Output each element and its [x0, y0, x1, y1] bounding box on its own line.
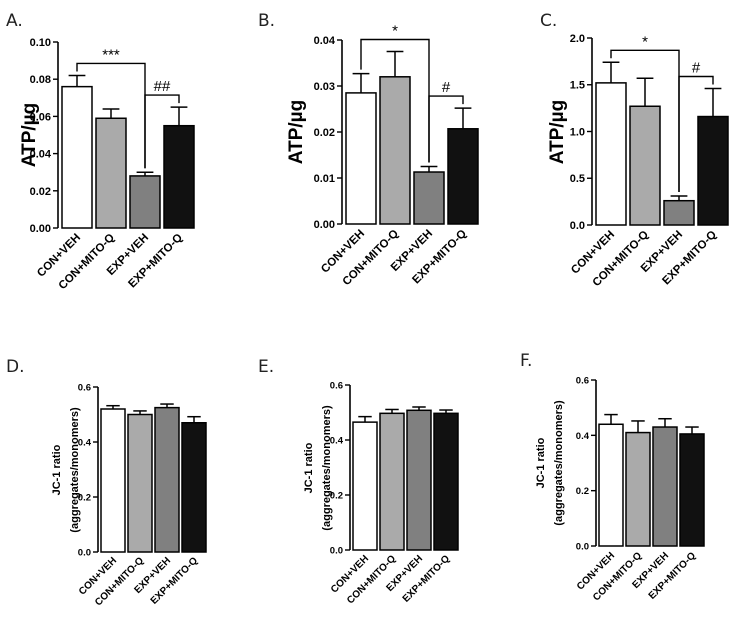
y-tick-label: 0.2 [330, 490, 343, 501]
bar-exp-veh [406, 409, 432, 551]
significance-marker: # [692, 59, 701, 76]
chart-panel-e: E. JC-1 ratio (aggregates/monomers) 0.0 0.2 0… [258, 357, 459, 606]
panel-label: D. [6, 357, 25, 377]
y-tick-label: 0.0 [576, 541, 589, 552]
y-axis-label: ATP/µg [19, 103, 40, 167]
y-tick-label: 0.04 [30, 149, 52, 161]
bar-con-mito-q [379, 76, 411, 225]
y-tick-label: 0.6 [330, 380, 343, 391]
y-axis-label-secondary: (aggregates/monomers) [321, 405, 333, 531]
y-tick-label: 0.0 [78, 547, 91, 558]
y-tick-label: 0.06 [30, 111, 51, 123]
y-axis-label-secondary: (aggregates/monomers) [553, 400, 565, 526]
significance-marker: * [642, 33, 648, 50]
significance-bracket [144, 94, 180, 169]
y-tick-label: 0.04 [314, 35, 336, 47]
bar-exp-mito-q [181, 422, 207, 553]
y-axis-label: JC-1 ratio [51, 444, 63, 495]
bar-exp-veh [154, 406, 180, 553]
bar-con-veh [595, 82, 627, 226]
y-tick-label: 2.0 [570, 33, 585, 45]
significance-marker: ## [154, 78, 171, 95]
panel-label: A. [6, 11, 23, 31]
chart-panel-b: B.ATP/µg0.000.010.020.030.04CON+VEHCON+M… [258, 11, 479, 288]
bar-con-veh [352, 421, 378, 551]
bar-exp-veh [129, 175, 161, 229]
bar-con-veh [345, 92, 377, 225]
y-tick-label: 0.02 [314, 127, 335, 139]
y-tick-label: 0.0 [570, 220, 585, 232]
significance-bracket [428, 95, 464, 163]
y-tick-label: 0.4 [78, 437, 92, 448]
y-axis-label: ATP/µg [547, 100, 568, 164]
bar-con-veh [61, 85, 93, 229]
bar-exp-veh [652, 426, 678, 547]
bar-exp-mito-q [679, 433, 705, 547]
y-tick-label: 0.6 [78, 382, 91, 393]
y-tick-label: 0.4 [576, 431, 590, 442]
panel-label: B. [258, 11, 275, 31]
y-tick-label: 1.5 [570, 80, 585, 92]
y-axis-label-secondary: (aggregates/monomers) [69, 407, 81, 533]
y-tick-label: 0.00 [30, 223, 51, 235]
y-tick-label: 0.01 [314, 173, 335, 185]
bar-exp-mito-q [697, 115, 729, 226]
y-axis-label: JC-1 ratio [303, 442, 315, 493]
bar-exp-mito-q [447, 128, 479, 225]
y-tick-label: 1.0 [570, 126, 585, 138]
bar-con-veh [598, 423, 624, 547]
chart-panel-f: F. JC-1 ratio (aggregates/monomers) 0.0 0.2 0… [520, 351, 705, 603]
bar-con-veh [100, 408, 126, 553]
significance-bracket [678, 75, 714, 193]
bar-exp-mito-q [163, 124, 195, 229]
y-tick-label: 0.6 [576, 375, 589, 386]
significance-marker: * [392, 23, 398, 40]
bar-exp-mito-q [433, 412, 459, 551]
bar-exp-veh [413, 171, 445, 225]
significance-marker: *** [102, 46, 120, 63]
y-tick-label: 0.2 [576, 486, 589, 497]
chart-panel-a: A.ATP/µg0.000.020.040.060.080.10CON+VEHC… [6, 11, 195, 292]
y-tick-label: 0.08 [30, 74, 51, 86]
y-tick-label: 0.5 [570, 173, 585, 185]
y-axis-label: JC-1 ratio [535, 437, 547, 488]
panel-label: E. [258, 357, 274, 377]
significance-marker: # [442, 79, 451, 96]
y-tick-label: 0.0 [330, 545, 343, 556]
panel-label: F. [520, 351, 532, 371]
bar-con-mito-q [95, 117, 127, 229]
y-tick-label: 0.02 [30, 186, 51, 198]
bar-exp-veh [663, 199, 695, 226]
bar-con-mito-q [379, 412, 405, 551]
panel-label: C. [540, 11, 557, 31]
y-tick-label: 0.03 [314, 81, 335, 93]
y-axis-label: ATP/µg [286, 100, 307, 164]
chart-panel-d: D. JC-1 ratio (aggregates/monomers) 0.0 0.2 0… [6, 357, 207, 608]
y-tick-label: 0.2 [78, 492, 91, 503]
bar-con-mito-q [625, 431, 651, 547]
chart-panel-c: C.ATP/µg0.00.51.01.52.0CON+VEHCON+MITO-Q… [540, 11, 729, 289]
bar-con-mito-q [127, 413, 153, 553]
y-tick-label: 0.00 [314, 219, 335, 231]
y-tick-label: 0.4 [330, 435, 344, 446]
bar-con-mito-q [629, 105, 661, 226]
y-tick-label: 0.10 [30, 37, 51, 49]
